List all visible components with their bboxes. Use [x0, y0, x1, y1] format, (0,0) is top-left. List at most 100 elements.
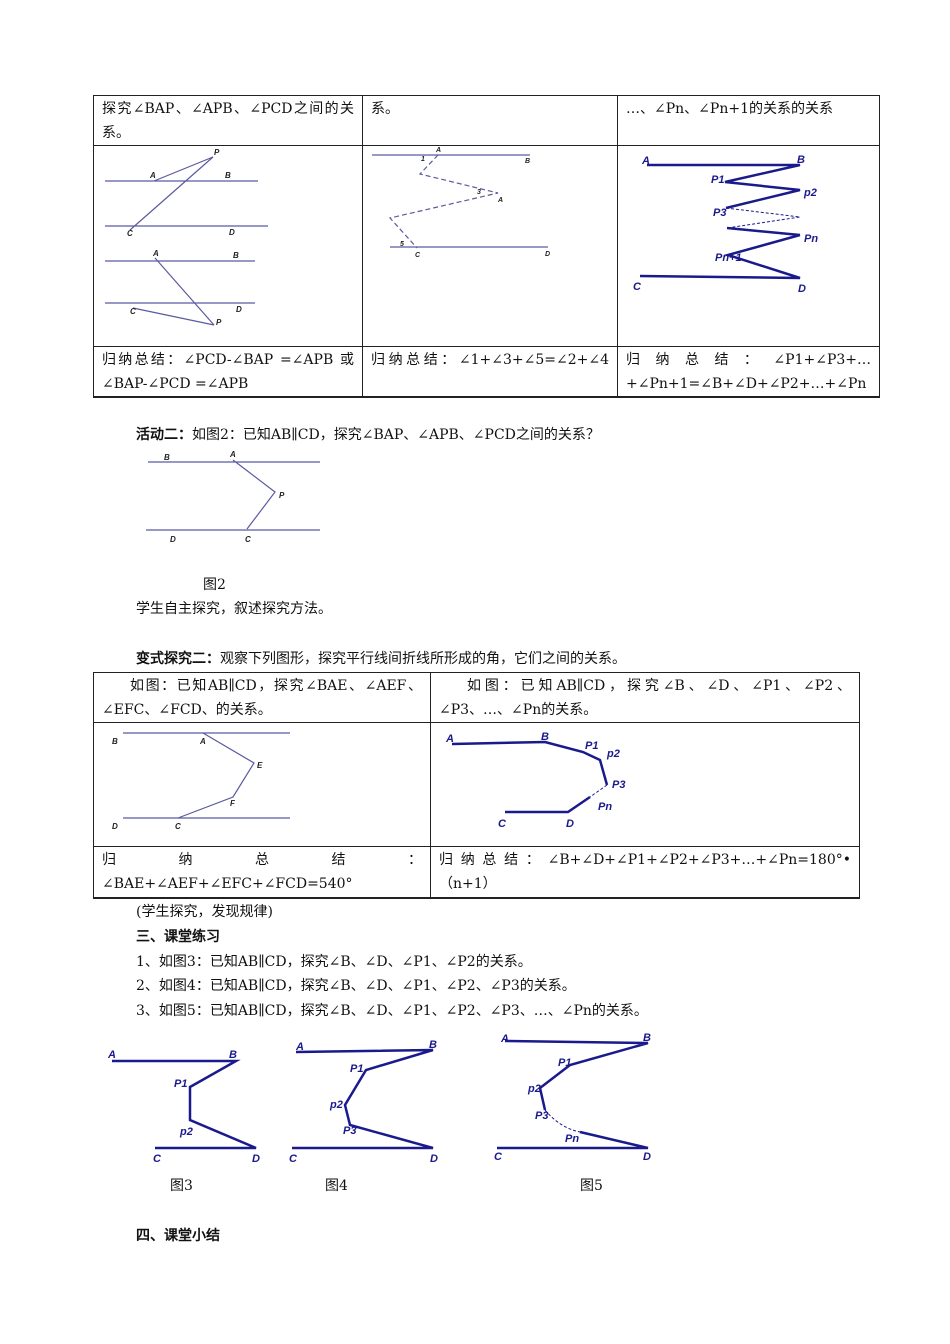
figure-5 [497, 1039, 649, 1150]
figure-label: Pn [804, 233, 818, 245]
figure-label: 1 [421, 156, 425, 163]
figure-label: P1 [174, 1078, 187, 1090]
table1-figure-1 [105, 156, 268, 326]
figure-caption: 图5 [580, 1178, 603, 1194]
table2-cell: 归纳总结：∠BAE+∠AEF+∠EFC+∠FCD=540° [102, 852, 422, 892]
figure-label: B [112, 737, 118, 746]
figure-label: P3 [612, 779, 625, 791]
figure-label: A [435, 147, 441, 154]
figure-3 [112, 1059, 257, 1150]
variant2-title: 变式探究二： [136, 651, 220, 667]
figure-label: 3 [477, 189, 481, 196]
figure-label: P [214, 148, 220, 157]
table2-cell: 归纳总结：∠B+∠D+∠P1+∠P2+∠P3+…+∠Pn=180°•（n+1） [439, 852, 851, 892]
exercise-item: 1、如图3：已知AB∥CD，探究∠B、∠D、∠P1、∠P2的关系。 [136, 954, 532, 970]
table2-figure-1 [123, 732, 290, 819]
figure-label: D [430, 1153, 438, 1165]
section3-title: 三、课堂练习 [136, 929, 220, 945]
figure-label: C [494, 1151, 503, 1163]
figure-label: B [525, 158, 530, 165]
figure-label: Pn [598, 801, 612, 813]
figure-label: P [216, 318, 222, 327]
figure-label: p2 [527, 1083, 541, 1095]
figure-label: p2 [329, 1099, 343, 1111]
figure-label: C [415, 252, 421, 259]
figure-label: D [112, 822, 118, 831]
figure-label: C [130, 307, 136, 316]
table2-figure-2 [451, 740, 609, 814]
table1-cell: 归纳总结：∠1+∠3+∠5=∠2+∠4 [371, 352, 609, 368]
figure-label: p2 [803, 187, 817, 199]
figure-label: A [229, 450, 236, 459]
table2-cell: 如图：已知AB∥CD，探究∠B、∠D、∠P1、∠P2、∠P3、…、∠Pn的关系。 [439, 678, 851, 718]
activity2-title: 活动二： [136, 427, 192, 443]
figure-label: B [797, 154, 805, 166]
figure-label: Pn [565, 1133, 579, 1145]
figure-label: C [153, 1153, 162, 1165]
figure-label: D [252, 1153, 260, 1165]
table1-cell: …、∠Pn、∠Pn+1的关系的关系 [626, 101, 833, 117]
figure-2 [146, 459, 320, 531]
figure-label: A [497, 197, 503, 204]
figure-label: P1 [558, 1057, 571, 1069]
table1-figure-2 [372, 154, 548, 249]
figure-label: A [152, 249, 159, 258]
table1-figure-3 [639, 163, 801, 280]
figure-label: B [429, 1039, 437, 1051]
figure-label: B [541, 731, 549, 743]
figure-label: C [289, 1153, 298, 1165]
figure-caption: 图4 [325, 1178, 348, 1194]
figure-label: D [643, 1151, 651, 1163]
figure-label: C [175, 822, 181, 831]
figure-label: C [127, 229, 133, 238]
figure-label: p2 [179, 1126, 193, 1138]
figure-label: A [199, 737, 206, 746]
figure-label: P3 [713, 207, 726, 219]
figure-label: D [798, 283, 806, 295]
figure-label: P3 [535, 1110, 548, 1122]
section4-title: 四、课堂小结 [136, 1228, 220, 1244]
figure-label: B [225, 171, 231, 180]
figure-label: A [445, 733, 454, 745]
note: (学生探究，发现规律) [136, 904, 273, 920]
figure-label: B [233, 251, 239, 260]
figure-caption: 图2 [203, 577, 226, 593]
activity2-text: 如图2：已知AB∥CD，探究∠BAP、∠APB、∠PCD之间的关系？ [192, 427, 600, 443]
figure-label: P [279, 491, 285, 500]
figure-label: C [498, 818, 507, 830]
figure-label: D [229, 228, 235, 237]
figure-label: D [170, 535, 176, 544]
table1-cell: 探究∠BAP、∠APB、∠PCD之间的关系。 [102, 101, 354, 141]
figure-label: A [500, 1033, 509, 1045]
figure-label: A [107, 1049, 116, 1061]
table2-cell: 如图：已知AB∥CD，探究∠BAE、∠AEF、∠EFC、∠FCD、的关系。 [102, 678, 422, 718]
figure-label: D [236, 305, 242, 314]
table1-cell: 归纳总结：∠PCD-∠BAP =∠APB 或∠BAP-∠PCD =∠APB [102, 352, 354, 392]
figure-label: P1 [711, 174, 724, 186]
figure-label: E [257, 761, 263, 770]
figure-label: A [295, 1041, 304, 1053]
activity2-note: 学生自主探究，叙述探究方法。 [136, 601, 332, 617]
figure-label: B [164, 453, 170, 462]
table1-cell: 归纳总结：∠P1+∠P3+…+∠Pn+1=∠B+∠D+∠P2+…+∠Pn [626, 352, 871, 392]
figure-label: B [643, 1032, 651, 1044]
exercise-item: 2、如图4：已知AB∥CD，探究∠B、∠D、∠P1、∠P2、∠P3的关系。 [136, 978, 576, 994]
figure-label: p2 [606, 748, 620, 760]
figure-caption: 图3 [170, 1178, 193, 1194]
figure-4 [292, 1048, 434, 1150]
figure-label: P1 [585, 740, 598, 752]
variant2-text: 观察下列图形，探究平行线间折线所形成的角，它们之间的关系。 [220, 651, 626, 667]
figure-label: D [566, 818, 574, 830]
table1-cell: 系。 [371, 101, 399, 117]
figure-label: P3 [343, 1125, 356, 1137]
figure-label: D [545, 251, 550, 258]
figure-label: B [229, 1049, 237, 1061]
figure-label: Pn+1 [715, 252, 742, 264]
figure-label: A [641, 155, 650, 167]
figure-label: C [245, 535, 251, 544]
figure-label: C [633, 281, 642, 293]
figure-label: A [149, 171, 156, 180]
exercise-item: 3、如图5：已知AB∥CD，探究∠B、∠D、∠P1、∠P2、∠P3、…、∠Pn的… [136, 1003, 648, 1019]
